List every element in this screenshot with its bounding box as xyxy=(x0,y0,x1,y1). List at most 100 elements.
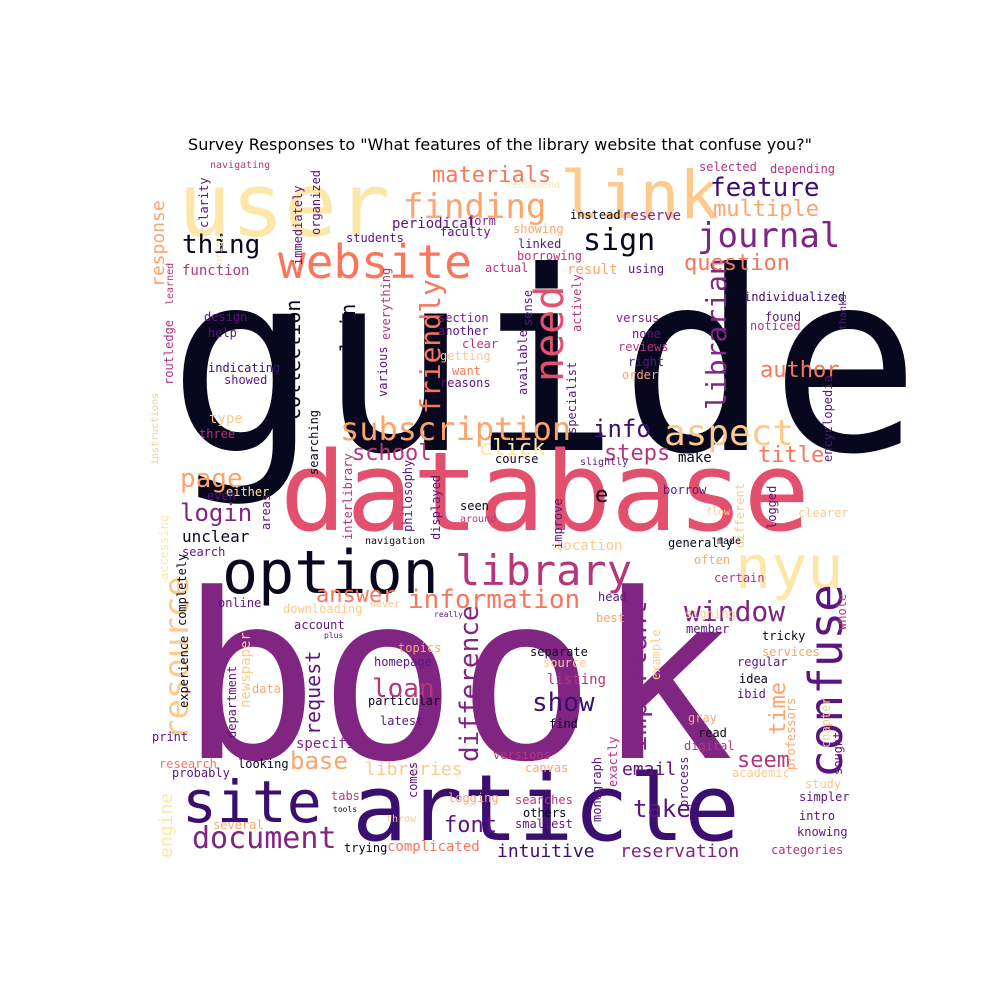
word-immediately: immediately xyxy=(291,186,305,265)
word-feature: feature xyxy=(710,173,820,203)
word-routledge: routledge xyxy=(162,320,176,385)
word-reservation: reservation xyxy=(620,841,739,862)
word-window: window xyxy=(684,595,785,628)
word-logged: logged xyxy=(765,486,779,529)
word-research: research xyxy=(159,757,217,771)
word-smallest: smallest xyxy=(515,817,573,831)
word-search: search xyxy=(182,545,225,559)
word-complicated: complicated xyxy=(387,839,480,855)
word-comes: comes xyxy=(406,762,420,798)
word-resource: resource xyxy=(157,576,197,740)
word-libraries: libraries xyxy=(365,759,463,780)
word-trying: trying xyxy=(344,841,387,855)
word-friendly: friendly xyxy=(414,279,447,414)
word-instructions: instructions xyxy=(150,393,161,465)
word-help: help xyxy=(208,326,237,340)
word-source: source xyxy=(543,656,586,670)
word-searching: searching xyxy=(307,410,321,475)
word-reasons: reasons xyxy=(440,376,491,390)
word-make: make xyxy=(678,450,712,466)
word-often: often xyxy=(694,553,730,567)
chart-title: Survey Responses to "What features of th… xyxy=(188,135,812,154)
word-design: design xyxy=(204,310,247,324)
word-click: click xyxy=(479,436,545,461)
word-instead: instead xyxy=(570,208,621,222)
word-services: services xyxy=(762,645,820,659)
word-around: around xyxy=(460,514,496,525)
word-head: head xyxy=(598,590,627,604)
word-question: question xyxy=(684,251,790,276)
word-getting: getting xyxy=(440,349,491,363)
word-everything: everything xyxy=(379,268,393,340)
word-individualized: individualized xyxy=(744,290,845,304)
word-regular: regular xyxy=(737,655,788,669)
word-none: none xyxy=(632,327,661,341)
word-versions: versions xyxy=(493,748,551,762)
word-school: school xyxy=(352,441,431,466)
word-need: need xyxy=(527,286,573,382)
word-whole: whole xyxy=(835,594,849,630)
word-chapter: chapter xyxy=(819,697,833,748)
word-take: take xyxy=(633,795,691,823)
word-library: library xyxy=(455,546,632,595)
word-important: important xyxy=(620,600,653,752)
word-journal: journal xyxy=(697,216,840,256)
word-newspaper: newspaper xyxy=(238,632,254,708)
word-explain: explain xyxy=(336,304,360,388)
word-another: another xyxy=(438,324,489,338)
word-email: email xyxy=(622,759,676,780)
word-result: result xyxy=(567,262,618,278)
word-course: course xyxy=(495,452,538,466)
word-book: book xyxy=(180,546,734,813)
word-response: response xyxy=(148,200,169,287)
word-sense: sense xyxy=(521,290,535,326)
word-page: page xyxy=(180,464,243,494)
word-recommend: recommend xyxy=(506,180,560,191)
word-plus: plus xyxy=(324,631,343,640)
word-clearer: clearer xyxy=(798,506,849,520)
word-periodical: periodical xyxy=(392,216,476,232)
word-database: database xyxy=(280,428,810,556)
word-loan: loan xyxy=(372,674,435,704)
word-reviews: reviews xyxy=(618,340,669,354)
word-nyu: nyu xyxy=(735,533,843,603)
word-information: information xyxy=(408,585,580,615)
word-finding: finding xyxy=(403,187,546,227)
word-seem: seem xyxy=(737,748,790,773)
word-librarian: librarian xyxy=(700,258,733,410)
word-found: found xyxy=(765,310,801,324)
word-materials: materials xyxy=(432,163,551,188)
word-improve: improve xyxy=(551,498,565,549)
word-particular: particular xyxy=(368,694,440,708)
word-slightly: slightly xyxy=(580,457,628,468)
word-engine: engine xyxy=(156,793,177,858)
word-read: read xyxy=(698,726,727,740)
word-function: function xyxy=(182,263,249,279)
word-students: students xyxy=(346,231,404,245)
word-website: website xyxy=(278,235,472,289)
word-completely: completely xyxy=(175,554,189,626)
word-request: request xyxy=(301,651,325,735)
word-accessing: accessing xyxy=(157,515,171,580)
word-tools: tools xyxy=(333,805,357,814)
word-thanks: thanks xyxy=(838,294,849,330)
word-multiple: multiple xyxy=(713,197,819,222)
word-really: really xyxy=(434,610,463,619)
word-several: several xyxy=(213,818,264,832)
word-best: best xyxy=(596,611,625,625)
word-noticed: noticed xyxy=(750,319,801,333)
word-show: show xyxy=(532,688,595,718)
word-difference: difference xyxy=(455,605,485,762)
word-logging: logging xyxy=(448,791,499,805)
word-process: process xyxy=(677,756,691,807)
word-specific: specific xyxy=(296,736,363,752)
word-order: order xyxy=(622,368,658,382)
word-separate: separate xyxy=(530,645,588,659)
word-encyclopedia: encyclopedia xyxy=(821,375,835,462)
word-subscription: subscription xyxy=(340,410,571,448)
word-base: base xyxy=(290,747,348,775)
word-versus: versus xyxy=(616,311,659,325)
word-user: user xyxy=(178,154,390,257)
word-online: online xyxy=(218,596,261,610)
